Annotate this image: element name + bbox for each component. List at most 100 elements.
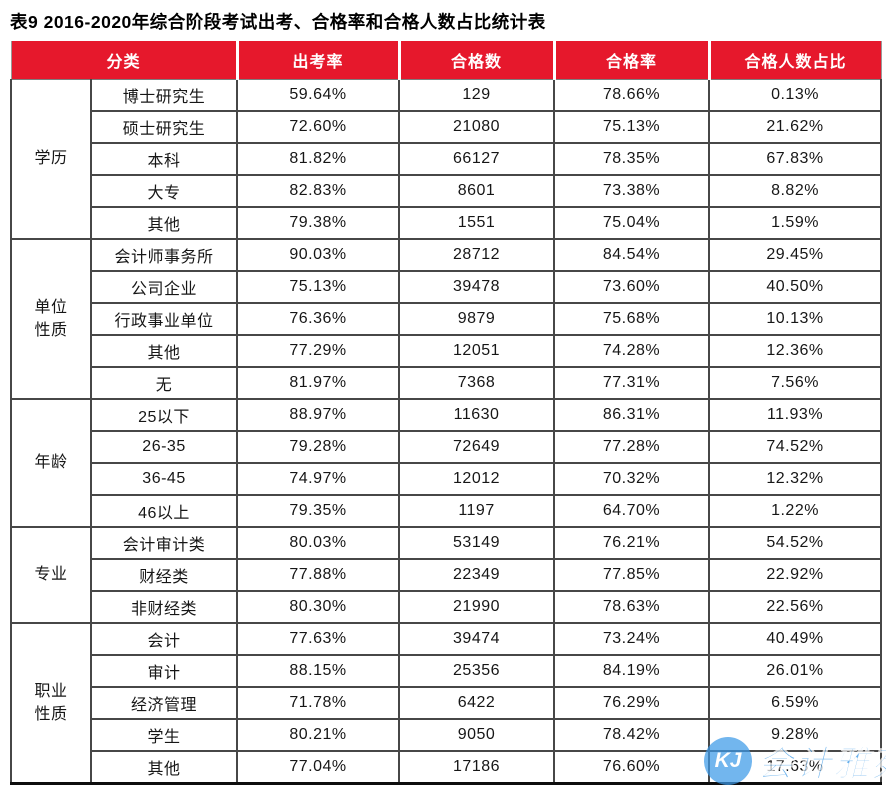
value-cell: 81.82% (236, 142, 401, 176)
table-body: 学历 博士研究生 59.64% 129 78.66% 0.13% 硕士研究生 72.60% 21… (10, 79, 883, 785)
table-row: 单位性质 会计师事务所 90.03% 28712 84.54% 29.45% (10, 238, 883, 400)
value-cell: 26.01% (708, 654, 883, 688)
table-row: 硕士研究生 72.60% 21080 75.13% 21.62% (11, 110, 883, 144)
value-cell: 8.82% (708, 174, 883, 208)
subcategory-cell: 审计 (89, 654, 239, 688)
value-cell: 28712 (398, 238, 556, 272)
group-label-cell: 专业 (10, 526, 92, 624)
value-cell: 8601 (398, 174, 556, 208)
value-cell: 21080 (398, 110, 556, 144)
value-cell: 21990 (398, 590, 556, 624)
column-header-1: 出考率 (235, 41, 400, 80)
value-cell: 1551 (398, 206, 556, 240)
subcategory-cell: 本科 (89, 142, 239, 176)
value-cell: 0.13% (708, 79, 883, 112)
subcategory-cell: 其他 (89, 334, 239, 368)
value-cell: 67.83% (708, 142, 883, 176)
value-cell: 59.64% (236, 79, 401, 112)
value-cell: 1.59% (708, 206, 883, 240)
value-cell: 7.56% (708, 366, 883, 400)
value-cell: 75.13% (236, 270, 401, 304)
value-cell: 7368 (398, 366, 556, 400)
value-cell: 9879 (398, 302, 556, 336)
value-cell: 84.54% (553, 238, 711, 272)
subcategory-cell: 其他 (89, 206, 239, 240)
value-cell: 1.22% (708, 494, 883, 528)
value-cell: 70.32% (553, 462, 711, 496)
table-row: 其他 77.29% 12051 74.28% 12.36% (11, 334, 883, 368)
subcategory-cell: 26-35 (89, 430, 239, 464)
group-label-cell: 学历 (10, 79, 92, 240)
value-cell: 82.83% (236, 174, 401, 208)
subcategory-cell: 36-45 (89, 462, 239, 496)
table-row: 公司企业 75.13% 39478 73.60% 40.50% (11, 270, 883, 304)
column-header-0: 分类 (11, 41, 238, 80)
value-cell: 54.52% (708, 526, 883, 560)
table-row: 专业 会计审计类 80.03% 53149 76.21% 54.52% (10, 526, 883, 624)
value-cell: 11630 (398, 398, 556, 432)
table-row: 大专 82.83% 8601 73.38% 8.82% (11, 174, 883, 208)
value-cell: 6422 (398, 686, 556, 720)
value-cell: 12012 (398, 462, 556, 496)
value-cell: 1197 (398, 494, 556, 528)
value-cell: 73.24% (553, 622, 711, 656)
table-row: 非财经类 80.30% 21990 78.63% 22.56% (11, 590, 883, 624)
value-cell: 76.29% (553, 686, 711, 720)
table-row: 无 81.97% 7368 77.31% 7.56% (11, 366, 883, 400)
value-cell: 29.45% (708, 238, 883, 272)
table-row: 学生 80.21% 9050 78.42% 9.28% (11, 718, 883, 752)
value-cell: 90.03% (236, 238, 401, 272)
value-cell: 39478 (398, 270, 556, 304)
value-cell: 9.28% (708, 718, 883, 752)
table-row: 行政事业单位 76.36% 9879 75.68% 10.13% (11, 302, 883, 336)
subcategory-cell: 非财经类 (89, 590, 239, 624)
value-cell: 78.35% (553, 142, 711, 176)
value-cell: 75.68% (553, 302, 711, 336)
value-cell: 66127 (398, 142, 556, 176)
value-cell: 21.62% (708, 110, 883, 144)
table-row: 其他 79.38% 1551 75.04% 1.59% (11, 206, 883, 240)
value-cell: 25356 (398, 654, 556, 688)
value-cell: 17.63% (708, 750, 883, 785)
table-row: 36-45 74.97% 12012 70.32% 12.32% (11, 462, 883, 496)
value-cell: 22.56% (708, 590, 883, 624)
subcategory-cell: 25以下 (89, 398, 239, 432)
subcategory-cell: 46以上 (89, 494, 239, 528)
value-cell: 40.50% (708, 270, 883, 304)
table-row: 职业性质 会计 77.63% 39474 73.24% 40.49% (10, 622, 883, 785)
value-cell: 22349 (398, 558, 556, 592)
value-cell: 80.30% (236, 590, 401, 624)
subcategory-cell: 其他 (89, 750, 239, 785)
page-title: 表9 2016-2020年综合阶段考试出考、合格率和合格人数占比统计表 (10, 12, 546, 32)
subcategory-cell: 经济管理 (89, 686, 239, 720)
value-cell: 80.03% (236, 526, 401, 560)
value-cell: 79.35% (236, 494, 401, 528)
value-cell: 88.15% (236, 654, 401, 688)
value-cell: 75.13% (553, 110, 711, 144)
table-row: 本科 81.82% 66127 78.35% 67.83% (11, 142, 883, 176)
column-header-4: 合格人数占比 (707, 41, 882, 80)
subcategory-cell: 大专 (89, 174, 239, 208)
table-header: 分类 出考率 合格数 合格率 合格人数占比 (11, 41, 882, 80)
stats-table: 分类 出考率 合格数 合格率 合格人数占比 学历 博士研究生 59.64% 129 78.66%… (10, 41, 883, 785)
group-label-cell: 单位性质 (10, 238, 92, 400)
value-cell: 80.21% (236, 718, 401, 752)
table-row: 其他 77.04% 17186 76.60% 17.63% (11, 750, 883, 785)
value-cell: 12.36% (708, 334, 883, 368)
value-cell: 73.38% (553, 174, 711, 208)
value-cell: 88.97% (236, 398, 401, 432)
value-cell: 72649 (398, 430, 556, 464)
value-cell: 12.32% (708, 462, 883, 496)
value-cell: 77.29% (236, 334, 401, 368)
value-cell: 77.28% (553, 430, 711, 464)
value-cell: 17186 (398, 750, 556, 785)
value-cell: 77.31% (553, 366, 711, 400)
table-row: 审计 88.15% 25356 84.19% 26.01% (11, 654, 883, 688)
value-cell: 74.97% (236, 462, 401, 496)
value-cell: 71.78% (236, 686, 401, 720)
value-cell: 74.28% (553, 334, 711, 368)
subcategory-cell: 会计 (89, 622, 239, 656)
value-cell: 84.19% (553, 654, 711, 688)
value-cell: 72.60% (236, 110, 401, 144)
value-cell: 86.31% (553, 398, 711, 432)
